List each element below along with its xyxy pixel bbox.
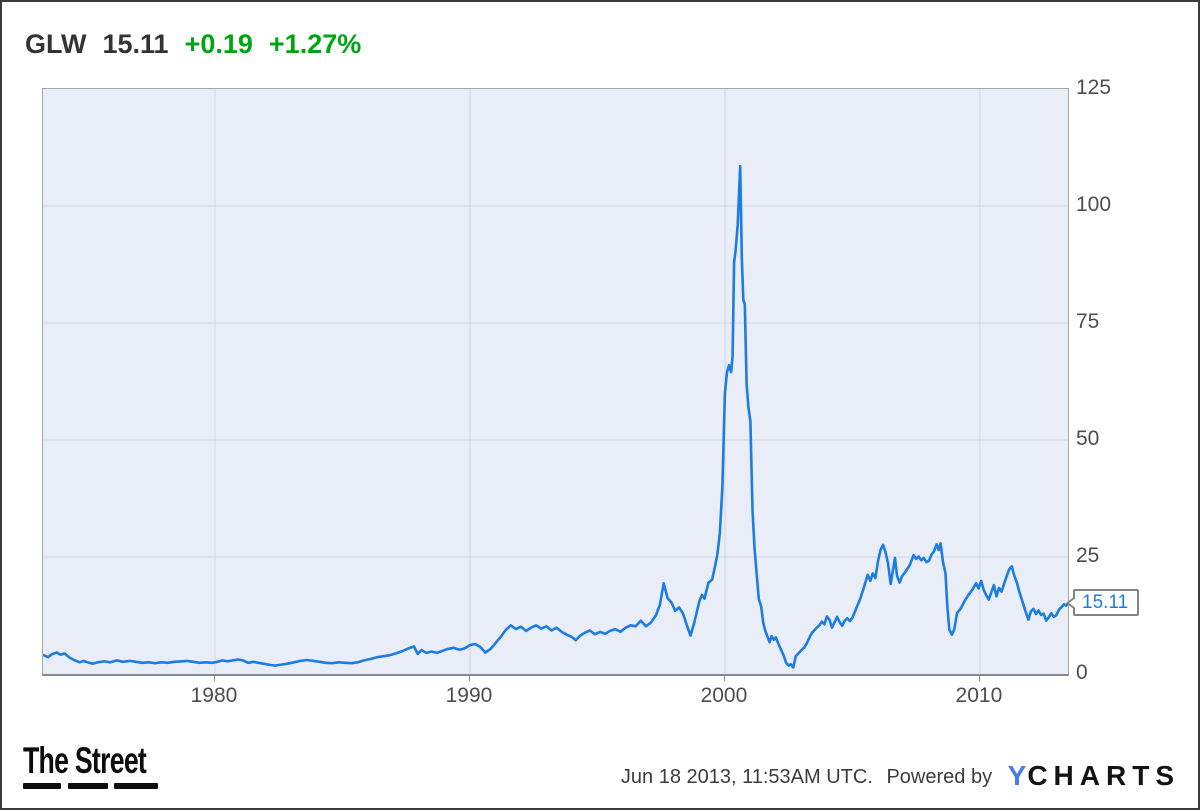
x-axis-tick-label: 2010: [955, 684, 1003, 707]
y-axis-tick-label: 25: [1076, 544, 1100, 567]
y-axis-tick-label: 100: [1076, 193, 1112, 216]
price-change: +0.19: [184, 29, 253, 59]
y-axis-tick-label: 75: [1076, 310, 1100, 333]
timestamp: Jun 18 2013, 11:53AM UTC.: [620, 766, 873, 788]
thestreet-logo-text: The Street: [23, 740, 147, 781]
x-axis-tick-mark: [213, 676, 215, 681]
thestreet-logo: The Street: [23, 742, 223, 789]
x-axis-tick-label: 1990: [445, 684, 493, 707]
powered-by-label: Powered by: [886, 766, 993, 788]
y-axis-tick-label: 0: [1076, 661, 1088, 684]
x-axis-tick-label: 1980: [190, 684, 238, 707]
x-axis-tick-mark: [723, 676, 725, 681]
y-axis-tick-label: 125: [1076, 76, 1112, 99]
quote-header: GLW 15.11 +0.19 +1.27%: [25, 29, 377, 60]
attribution-line: Jun 18 2013, 11:53AM UTC. Powered by YCH…: [621, 759, 1180, 793]
ticker-symbol: GLW: [25, 29, 87, 59]
last-price: 15.11: [102, 29, 169, 59]
ycharts-logo-text: CHARTS: [1027, 760, 1180, 791]
last-price-callout-value: 15.11: [1082, 592, 1129, 613]
ycharts-y-icon: Y: [1007, 760, 1028, 791]
last-price-callout: 15.11: [1065, 589, 1140, 616]
thestreet-logo-bars: [23, 783, 158, 789]
plot-area: [42, 88, 1069, 676]
y-axis-tick-label: 50: [1076, 427, 1100, 450]
x-axis-tick-label: 2000: [700, 684, 748, 707]
x-axis-tick-mark: [468, 676, 470, 681]
x-axis-tick-mark: [978, 676, 980, 681]
price-line-chart: [43, 89, 1068, 674]
price-change-percent: +1.27%: [268, 29, 362, 59]
ycharts-logo: YCHARTS: [1008, 760, 1180, 791]
